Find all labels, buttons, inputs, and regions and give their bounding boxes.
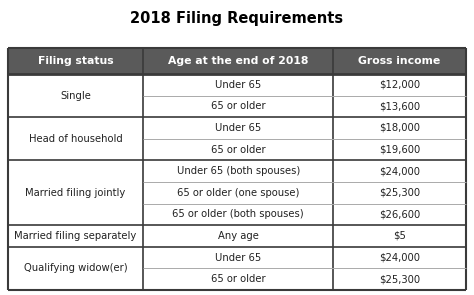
Text: $24,000: $24,000 — [379, 166, 420, 176]
Text: $12,000: $12,000 — [379, 80, 420, 90]
Bar — [8, 74, 466, 96]
Text: Married filing separately: Married filing separately — [14, 231, 137, 241]
Text: 65 or older: 65 or older — [211, 274, 265, 284]
Bar — [8, 268, 466, 290]
Text: $24,000: $24,000 — [379, 253, 420, 263]
Bar — [8, 139, 466, 160]
Text: Any age: Any age — [218, 231, 259, 241]
Text: Under 65: Under 65 — [215, 253, 261, 263]
Text: Under 65: Under 65 — [215, 80, 261, 90]
Text: $25,300: $25,300 — [379, 188, 420, 198]
Bar — [8, 96, 466, 117]
Text: 65 or older (both spouses): 65 or older (both spouses) — [173, 209, 304, 219]
Text: Under 65 (both spouses): Under 65 (both spouses) — [176, 166, 300, 176]
Text: $19,600: $19,600 — [379, 145, 420, 155]
Bar — [8, 204, 466, 225]
Text: Single: Single — [60, 91, 91, 101]
Bar — [8, 247, 466, 268]
Text: Gross income: Gross income — [358, 56, 441, 66]
Text: $13,600: $13,600 — [379, 101, 420, 112]
Text: 2018 Filing Requirements: 2018 Filing Requirements — [130, 11, 344, 25]
Text: 65 or older (one spouse): 65 or older (one spouse) — [177, 188, 300, 198]
Text: Married filing jointly: Married filing jointly — [26, 188, 126, 198]
Text: $25,300: $25,300 — [379, 274, 420, 284]
Text: $18,000: $18,000 — [379, 123, 420, 133]
Text: Age at the end of 2018: Age at the end of 2018 — [168, 56, 308, 66]
Text: $5: $5 — [393, 231, 406, 241]
Text: 65 or older: 65 or older — [211, 145, 265, 155]
Text: Filing status: Filing status — [38, 56, 113, 66]
Bar — [8, 225, 466, 247]
Text: $26,600: $26,600 — [379, 209, 420, 219]
Text: Head of household: Head of household — [29, 134, 122, 144]
Text: Under 65: Under 65 — [215, 123, 261, 133]
Bar — [8, 117, 466, 139]
Bar — [8, 48, 466, 74]
Bar — [8, 182, 466, 204]
Text: Qualifying widow(er): Qualifying widow(er) — [24, 263, 128, 273]
Bar — [8, 160, 466, 182]
Text: 65 or older: 65 or older — [211, 101, 265, 112]
